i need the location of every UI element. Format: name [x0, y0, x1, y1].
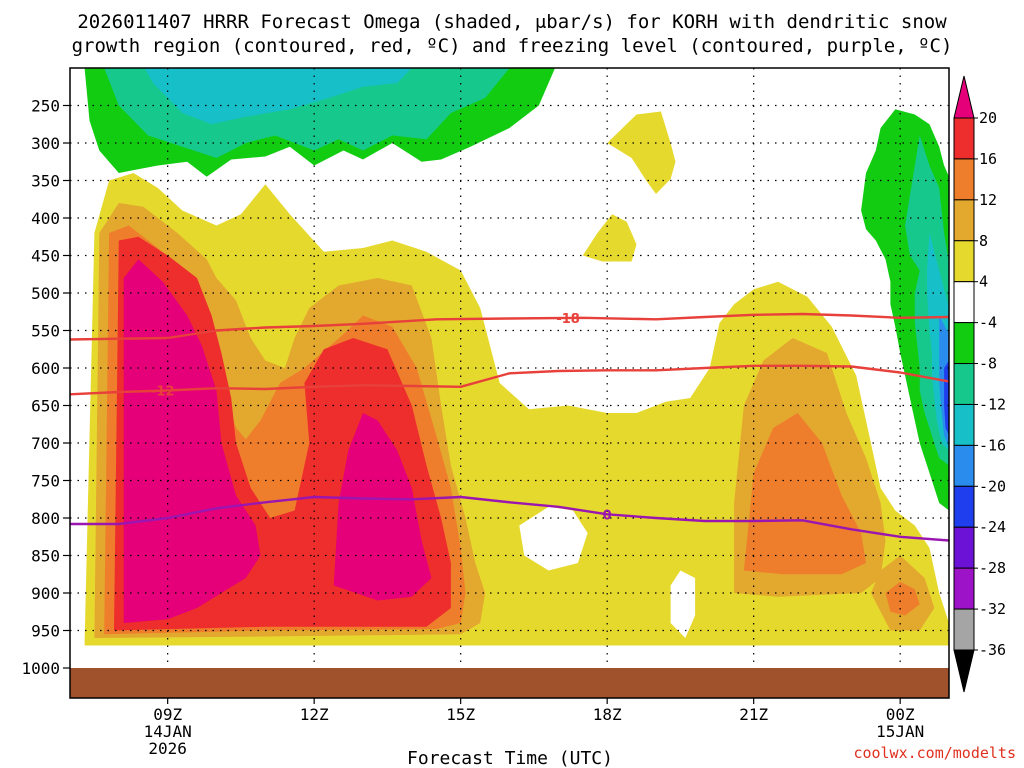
ground-strip [70, 668, 949, 698]
y-tick-label-1000: 1000 [21, 659, 60, 678]
x-tick-date-09Z: 14JAN [144, 722, 192, 741]
contour-dgz-minus18 [70, 312, 949, 341]
colorbar-label--8: -8 [979, 355, 997, 373]
y-tick-label-300: 300 [31, 134, 60, 153]
plot-frame [69, 67, 950, 699]
colorbar-label--20: -20 [979, 477, 1006, 495]
x-axis-title: Forecast Time (UTC) [407, 748, 613, 768]
colorbar-bin-5 [953, 281, 975, 324]
y-tick-label-900: 900 [31, 584, 60, 603]
y-tick-label-650: 650 [31, 397, 60, 416]
colorbar-label--12: -12 [979, 395, 1006, 413]
omega-shaded-regions [84, 68, 949, 646]
x-tick-label-15Z: 15Z [446, 705, 475, 724]
colorbar-bin-7 [953, 363, 975, 405]
colorbar-bin-max [953, 75, 975, 119]
y-tick-label-250: 250 [31, 97, 60, 116]
x-tick-label-00Z: 00Z [886, 705, 915, 724]
y-tick-label-850: 850 [31, 547, 60, 566]
colorbar-bin-8 [953, 403, 975, 446]
omega-region-hole-white-2 [670, 570, 696, 638]
chart-title-line-2: growth region (contoured, red, ºC) and f… [72, 35, 953, 57]
plot-area: -18 -12 0 [70, 68, 949, 668]
contour-label-dgz-minus18: -18 [556, 312, 580, 327]
colorbar-bin-13 [953, 608, 975, 651]
colorbar-label--32: -32 [979, 600, 1006, 618]
colorbar-label--36: -36 [979, 641, 1006, 659]
colorbar-label-16: 16 [979, 150, 997, 168]
omega-region-east-rising-darkblue [944, 360, 949, 436]
y-tick-label-350: 350 [31, 172, 60, 191]
y-tick-label-500: 500 [31, 284, 60, 303]
x-tick-year-09Z: 2026 [148, 739, 187, 758]
colorbar-bin-6 [953, 322, 975, 365]
omega-colorbar: 20 16 12 8 4 -4 -8 -12 -16 -20 -24 -28 -32 -36 [953, 75, 1006, 693]
x-tick-label-18Z: 18Z [593, 705, 622, 724]
colorbar-bin-4 [953, 240, 975, 283]
y-tick-label-800: 800 [31, 509, 60, 528]
colorbar-label--4: -4 [979, 314, 997, 332]
y-tick-label-750: 750 [31, 472, 60, 491]
y-tick-label-700: 700 [31, 434, 60, 453]
gridlines [70, 68, 949, 668]
temperature-contours: -18 -12 0 [70, 312, 949, 542]
colorbar-label--24: -24 [979, 518, 1006, 536]
omega-region-south-orange2 [743, 413, 866, 575]
y-tick-label-550: 550 [31, 322, 60, 341]
y-tick-label-400: 400 [31, 209, 60, 228]
colorbar-label-12: 12 [979, 191, 997, 209]
x-tick-date-00Z: 15JAN [876, 722, 924, 741]
y-tick-label-450: 450 [31, 247, 60, 266]
y-axis-pressure: 250 300 350 400 450 500 550 600 650 700 750 800 850 9… [21, 97, 70, 678]
omega-region-upper-rising-cyan [144, 68, 412, 125]
colorbar-bin-1 [953, 117, 975, 160]
x-tick-label-09Z: 09Z [153, 705, 182, 724]
omega-region-sinking-yellow-blob-upper [607, 111, 676, 194]
x-tick-label-12Z: 12Z [300, 705, 329, 724]
contour-freezing-0 [70, 495, 949, 542]
x-tick-label-21Z: 21Z [739, 705, 768, 724]
omega-region-hole-white-1 [519, 506, 588, 571]
colorbar-bin-10 [953, 485, 975, 528]
colorbar-bin-min [953, 649, 975, 693]
colorbar-bin-9 [953, 444, 975, 487]
colorbar-label-20: 20 [979, 109, 997, 127]
contour-dgz-minus12 [70, 364, 949, 396]
colorbar-bin-2 [953, 158, 975, 201]
colorbar-label-4: 4 [979, 273, 988, 291]
colorbar-label-8: 8 [979, 232, 988, 250]
source-credit: coolwx.com/modelts [853, 744, 1016, 762]
omega-region-sinking-yellow-blob-mid [582, 214, 637, 262]
colorbar-bin-12 [953, 567, 975, 610]
contour-label-freezing-0: 0 [603, 508, 612, 523]
y-tick-label-600: 600 [31, 359, 60, 378]
colorbar-bin-3 [953, 199, 975, 242]
y-tick-label-950: 950 [31, 622, 60, 641]
omega-region-sinking-magenta-east [333, 413, 432, 601]
colorbar-bin-11 [953, 526, 975, 569]
colorbar-label--16: -16 [979, 436, 1006, 454]
chart-title-line-1: 2026011407 HRRR Forecast Omega (shaded, … [77, 11, 947, 33]
omega-region-sinking-magenta-west [123, 259, 261, 623]
omega-region-late-orange2 [885, 581, 920, 616]
colorbar-label--28: -28 [979, 559, 1006, 577]
contour-label-dgz-minus12: -12 [151, 385, 175, 400]
